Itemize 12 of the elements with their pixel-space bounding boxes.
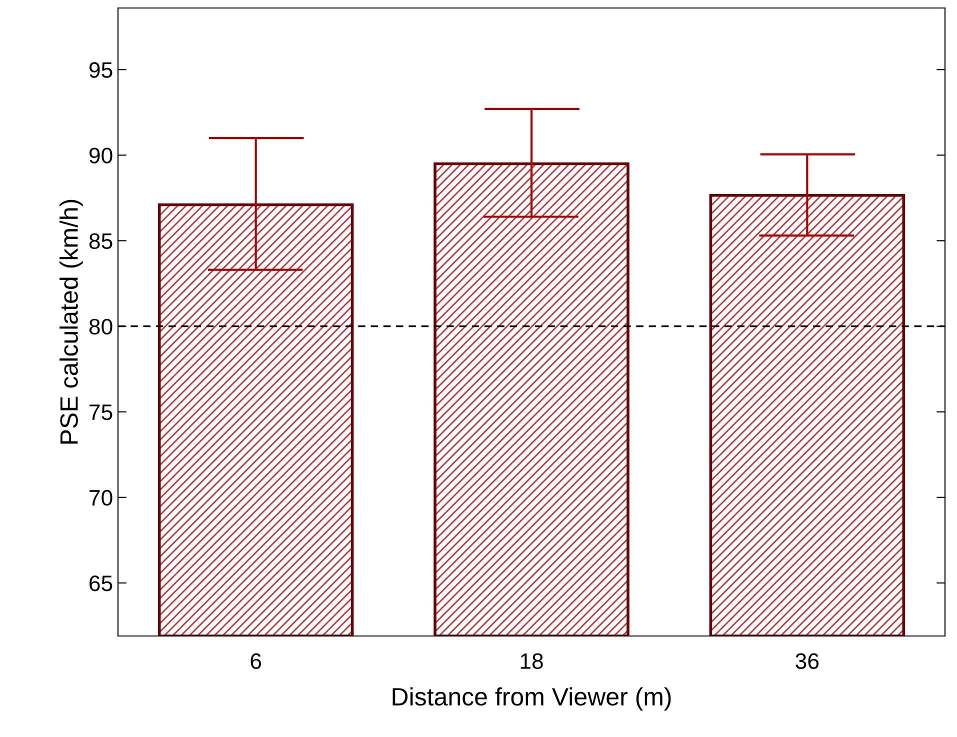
x-tick-label: 18 bbox=[520, 653, 543, 669]
y-tick-label: 80 bbox=[89, 318, 112, 335]
x-axis-title: Distance from Viewer (m) bbox=[392, 687, 671, 711]
y-tick-label: 65 bbox=[90, 575, 112, 592]
y-tick-label: 90 bbox=[89, 148, 112, 164]
x-tick-label: 6 bbox=[250, 653, 262, 669]
y-axis-title: PSE calculated (km/h) bbox=[60, 200, 83, 444]
y-tick-label: 75 bbox=[90, 404, 112, 420]
y-tick-label: 85 bbox=[89, 233, 112, 249]
x-tick-label: 36 bbox=[796, 653, 819, 669]
y-tick-label: 70 bbox=[90, 490, 112, 506]
y-tick-label: 95 bbox=[89, 62, 112, 78]
